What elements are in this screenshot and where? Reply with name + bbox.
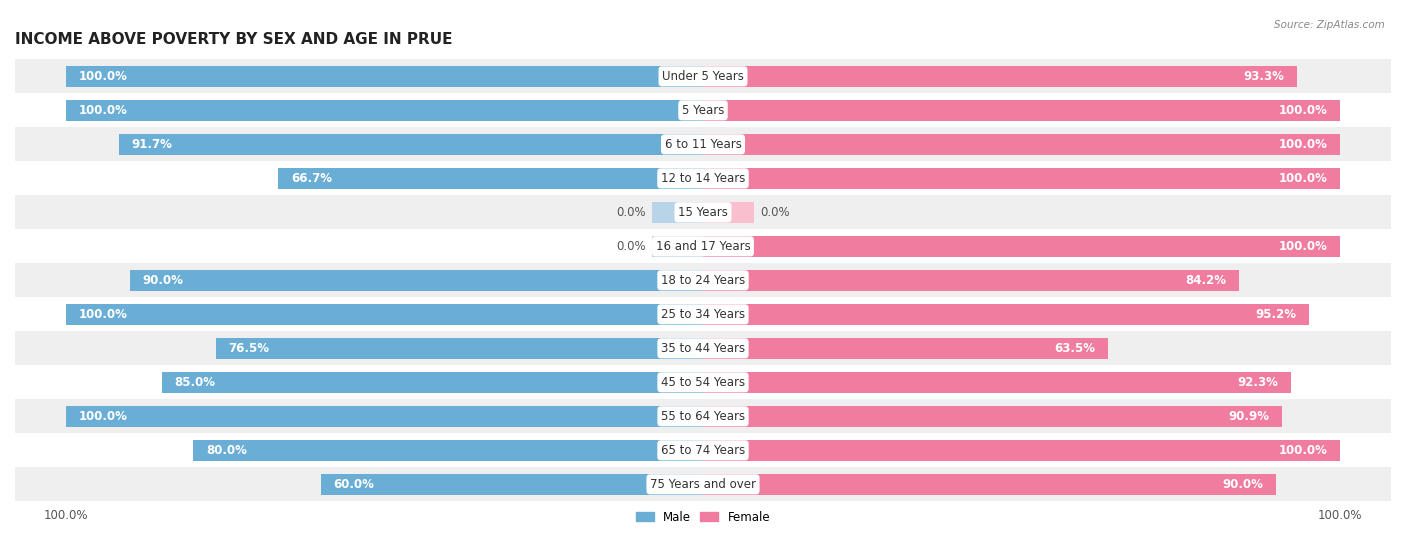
Text: 0.0%: 0.0%: [616, 240, 645, 253]
Text: 25 to 34 Years: 25 to 34 Years: [661, 308, 745, 321]
Text: 90.9%: 90.9%: [1229, 410, 1270, 423]
Text: 75 Years and over: 75 Years and over: [650, 478, 756, 491]
Bar: [162, 372, 703, 393]
Bar: [703, 66, 1298, 87]
Text: 55 to 64 Years: 55 to 64 Years: [661, 410, 745, 423]
Bar: [194, 440, 703, 461]
Bar: [215, 338, 703, 359]
Bar: [703, 372, 1291, 393]
Bar: [15, 297, 1391, 331]
Bar: [703, 270, 1239, 291]
Text: 63.5%: 63.5%: [1053, 342, 1095, 355]
Bar: [15, 366, 1391, 399]
Bar: [66, 66, 703, 87]
Text: 90.0%: 90.0%: [142, 274, 183, 287]
Text: 45 to 54 Years: 45 to 54 Years: [661, 376, 745, 389]
Text: 12 to 14 Years: 12 to 14 Years: [661, 172, 745, 185]
Text: INCOME ABOVE POVERTY BY SEX AND AGE IN PRUE: INCOME ABOVE POVERTY BY SEX AND AGE IN P…: [15, 32, 453, 47]
Text: 91.7%: 91.7%: [132, 138, 173, 151]
Bar: [703, 202, 754, 223]
Text: 16 and 17 Years: 16 and 17 Years: [655, 240, 751, 253]
Bar: [15, 127, 1391, 162]
Text: 100.0%: 100.0%: [1278, 104, 1327, 117]
Bar: [15, 467, 1391, 501]
Bar: [703, 406, 1282, 427]
Bar: [652, 202, 703, 223]
Bar: [129, 270, 703, 291]
Bar: [278, 168, 703, 189]
Bar: [703, 440, 1340, 461]
Text: 100.0%: 100.0%: [79, 104, 128, 117]
Bar: [15, 93, 1391, 127]
Text: 6 to 11 Years: 6 to 11 Years: [665, 138, 741, 151]
Text: 100.0%: 100.0%: [79, 410, 128, 423]
Text: 100.0%: 100.0%: [1278, 444, 1327, 457]
Bar: [703, 236, 1340, 257]
Bar: [15, 59, 1391, 93]
Bar: [321, 474, 703, 495]
Bar: [703, 100, 1340, 121]
Bar: [66, 100, 703, 121]
Text: 15 Years: 15 Years: [678, 206, 728, 219]
Bar: [15, 433, 1391, 467]
Text: Source: ZipAtlas.com: Source: ZipAtlas.com: [1274, 20, 1385, 30]
Text: 35 to 44 Years: 35 to 44 Years: [661, 342, 745, 355]
Text: 92.3%: 92.3%: [1237, 376, 1278, 389]
Text: 85.0%: 85.0%: [174, 376, 215, 389]
Bar: [703, 474, 1277, 495]
Bar: [15, 399, 1391, 433]
Bar: [703, 338, 1108, 359]
Text: 65 to 74 Years: 65 to 74 Years: [661, 444, 745, 457]
Text: 93.3%: 93.3%: [1244, 70, 1285, 83]
Text: 18 to 24 Years: 18 to 24 Years: [661, 274, 745, 287]
Text: 100.0%: 100.0%: [1278, 138, 1327, 151]
Text: 100.0%: 100.0%: [79, 70, 128, 83]
Bar: [703, 168, 1340, 189]
Bar: [15, 195, 1391, 229]
Text: 0.0%: 0.0%: [616, 206, 645, 219]
Bar: [703, 304, 1309, 325]
Text: 84.2%: 84.2%: [1185, 274, 1226, 287]
Text: 76.5%: 76.5%: [228, 342, 270, 355]
Bar: [652, 236, 703, 257]
Text: 0.0%: 0.0%: [761, 206, 790, 219]
Bar: [66, 304, 703, 325]
Bar: [15, 162, 1391, 195]
Text: 100.0%: 100.0%: [1278, 172, 1327, 185]
Text: 95.2%: 95.2%: [1256, 308, 1296, 321]
Text: 100.0%: 100.0%: [1278, 240, 1327, 253]
Text: 66.7%: 66.7%: [291, 172, 332, 185]
Text: Under 5 Years: Under 5 Years: [662, 70, 744, 83]
Bar: [66, 406, 703, 427]
Bar: [703, 134, 1340, 155]
Text: 100.0%: 100.0%: [79, 308, 128, 321]
Text: 5 Years: 5 Years: [682, 104, 724, 117]
Legend: Male, Female: Male, Female: [631, 506, 775, 528]
Bar: [120, 134, 703, 155]
Text: 90.0%: 90.0%: [1223, 478, 1264, 491]
Bar: [15, 263, 1391, 297]
Bar: [15, 331, 1391, 366]
Text: 60.0%: 60.0%: [333, 478, 374, 491]
Bar: [15, 229, 1391, 263]
Text: 80.0%: 80.0%: [207, 444, 247, 457]
